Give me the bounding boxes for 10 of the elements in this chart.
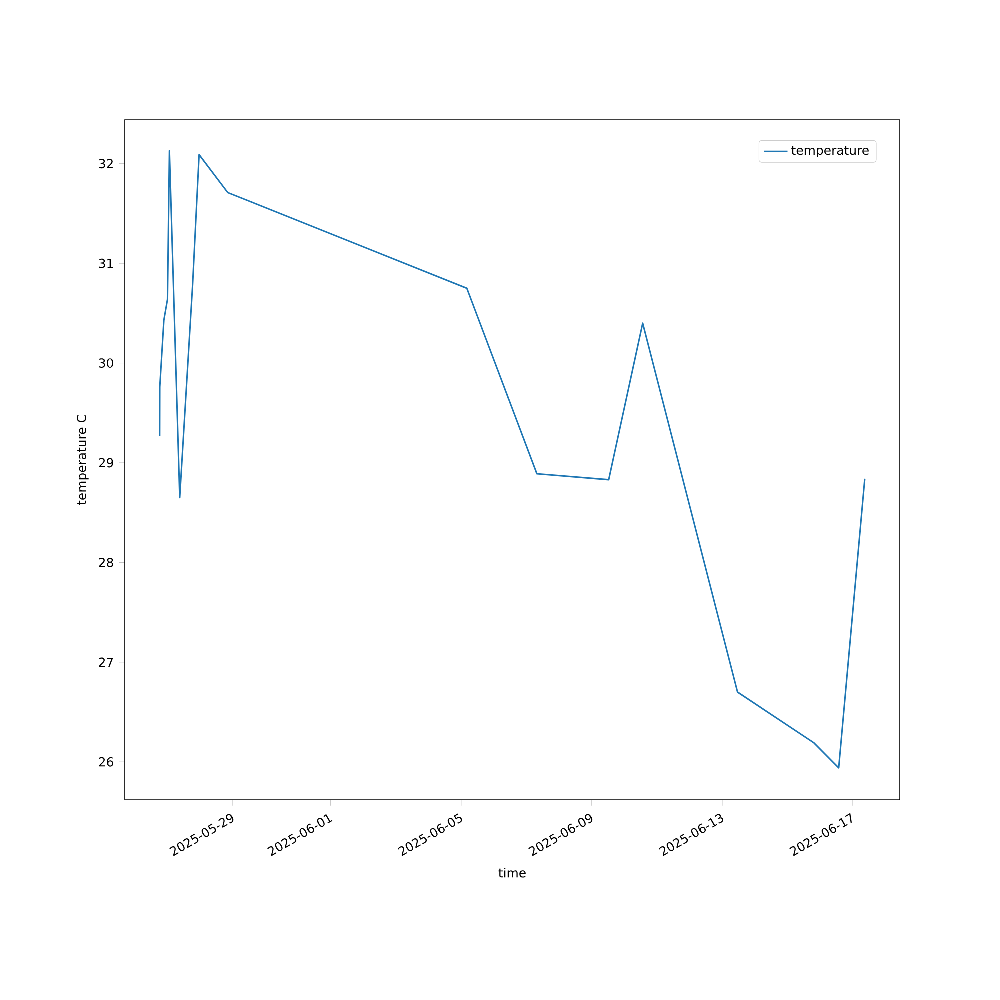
x-axis-title: time: [498, 868, 526, 878]
y-axis-title: temperature C: [77, 415, 89, 506]
y-tick-label: 30: [99, 358, 114, 368]
legend-label: temperature: [792, 146, 869, 158]
y-tick-label: 26: [99, 757, 114, 767]
y-tick-label: 31: [99, 258, 114, 268]
y-tick-label: 29: [99, 458, 114, 468]
y-tick-label: 28: [99, 558, 114, 568]
y-tick-label: 32: [99, 159, 113, 169]
y-tick-label: 27: [99, 658, 114, 668]
